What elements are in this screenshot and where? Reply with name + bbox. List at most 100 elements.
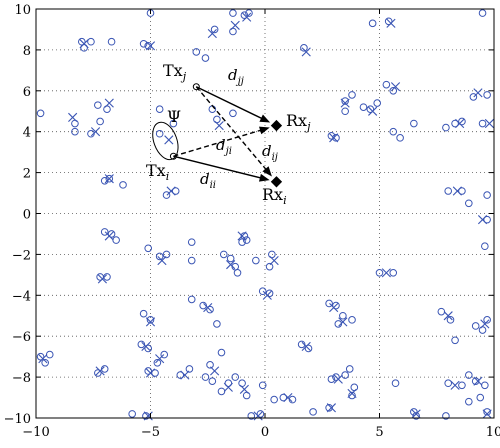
- data-point-circle: [41, 358, 49, 367]
- cross-stroke: [38, 354, 48, 364]
- cross-stroke: [368, 106, 378, 116]
- data-point-circle: [265, 289, 274, 298]
- d-ii-label: dii: [200, 170, 216, 191]
- data-point-cross: [269, 255, 279, 266]
- data-point-circle: [208, 105, 217, 114]
- data-point-circle: [187, 256, 196, 265]
- data-point-circle: [341, 371, 349, 379]
- data-point-circle: [45, 350, 54, 359]
- data-point-circle: [270, 395, 278, 404]
- data-point-circle: [258, 287, 267, 296]
- cross-stroke: [443, 311, 453, 321]
- data-point-cross: [450, 380, 460, 390]
- cross-stroke: [326, 403, 336, 413]
- data-point-circle: [442, 123, 450, 132]
- d-ji-subscript: ji: [224, 146, 232, 157]
- cross-stroke: [283, 392, 293, 403]
- d-ii-text: d: [200, 170, 210, 188]
- data-point-circle: [481, 242, 489, 251]
- data-point-cross: [326, 403, 336, 413]
- cross-stroke: [482, 409, 492, 419]
- data-point-circle: [206, 361, 214, 369]
- data-point-cross: [143, 411, 153, 421]
- data-point-circle: [442, 412, 450, 420]
- data-point-cross: [386, 18, 396, 28]
- data-point-cross: [203, 302, 213, 313]
- data-point-cross: [482, 409, 492, 419]
- data-point-circle: [171, 187, 180, 195]
- cross-stroke: [230, 20, 240, 30]
- grid-lines: [36, 9, 494, 418]
- arrow-shaft: [195, 86, 266, 121]
- data-point-circle: [350, 383, 359, 392]
- data-point-circle: [446, 316, 455, 324]
- data-point-cross: [443, 311, 453, 321]
- cross-stroke: [262, 290, 272, 300]
- arrow-d-ij: [195, 86, 272, 177]
- y-tick-label: −6: [12, 330, 31, 345]
- data-point-circle: [231, 373, 240, 381]
- data-point-cross: [338, 317, 348, 327]
- cross-stroke: [411, 409, 421, 419]
- data-point-cross: [68, 112, 78, 122]
- data-point-circle: [71, 119, 79, 128]
- cross-stroke: [484, 118, 495, 129]
- data-point-cross: [104, 231, 114, 241]
- data-point-cross: [473, 376, 483, 386]
- psi-label: Ψ: [167, 107, 181, 126]
- data-point-cross: [104, 98, 114, 108]
- y-tick-label: 2: [23, 167, 31, 182]
- y-tick-label: 6: [23, 85, 31, 100]
- data-point-circle: [339, 311, 347, 320]
- tx-j-subscript: j: [180, 70, 187, 83]
- data-point-circle: [478, 119, 487, 128]
- data-point-circle: [476, 393, 485, 402]
- data-point-circle: [389, 87, 398, 95]
- cross-stroke: [210, 366, 220, 376]
- cross-stroke: [104, 231, 114, 241]
- data-point-cross: [473, 88, 483, 98]
- rx-j-subscript: j: [304, 120, 311, 133]
- cross-stroke: [347, 388, 357, 399]
- data-point-cross: [333, 374, 343, 384]
- data-point-circle: [471, 377, 480, 385]
- data-point-circle: [169, 119, 178, 128]
- data-point-circle: [458, 381, 466, 390]
- data-point-circle: [366, 105, 375, 114]
- data-point-circle: [465, 397, 473, 406]
- data-point-circle: [229, 9, 237, 17]
- cross-stroke: [301, 47, 311, 57]
- data-point-circle: [155, 252, 164, 261]
- cross-stroke: [477, 215, 488, 225]
- data-point-circle: [229, 27, 237, 36]
- cross-stroke: [473, 88, 483, 98]
- d-jj-subscript: jj: [236, 76, 244, 87]
- data-point-circle: [300, 44, 308, 52]
- cross-stroke: [95, 366, 105, 376]
- d-ij-text: d: [262, 142, 272, 160]
- tx-j-text: Tx: [163, 61, 183, 80]
- data-point-cross: [95, 366, 105, 376]
- data-point-circle: [206, 305, 214, 314]
- data-point-circle: [112, 236, 120, 244]
- data-point-circle: [483, 191, 491, 199]
- y-tick-label: −2: [12, 248, 31, 263]
- arrow-d-jj: [195, 86, 271, 123]
- cross-stroke: [381, 268, 391, 278]
- data-point-circle: [224, 379, 233, 388]
- data-point-circle: [348, 391, 356, 400]
- cross-stroke: [104, 98, 114, 108]
- cross-stroke: [68, 112, 78, 122]
- data-point-circle: [268, 250, 276, 259]
- y-tick-label: 10: [14, 3, 31, 18]
- data-point-circle: [187, 295, 196, 304]
- data-point-circle: [389, 269, 398, 277]
- data-point-circle: [103, 105, 111, 114]
- cross-stroke: [223, 382, 233, 392]
- data-point-circle: [229, 109, 237, 118]
- cross-stroke: [104, 174, 114, 184]
- cross-stroke: [269, 255, 279, 266]
- data-point-circle: [384, 17, 393, 26]
- data-point-cross: [368, 106, 378, 116]
- data-point-circle: [458, 187, 466, 195]
